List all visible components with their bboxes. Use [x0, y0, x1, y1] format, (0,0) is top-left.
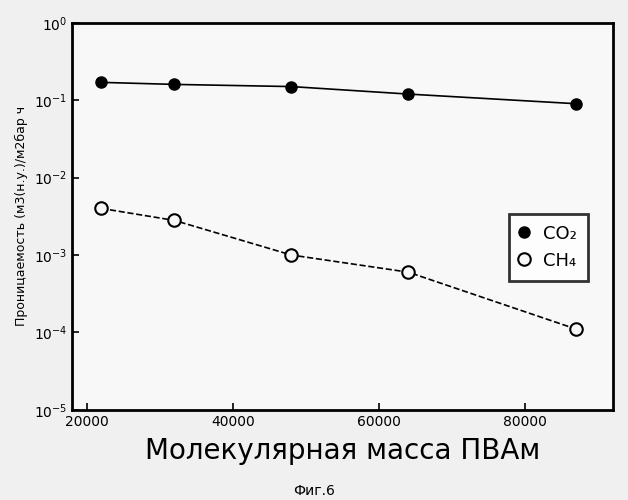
- CO₂: [573, 100, 580, 106]
- CH₄: [573, 326, 580, 332]
- CH₄: [288, 252, 295, 258]
- Text: Фиг.6: Фиг.6: [293, 484, 335, 498]
- Y-axis label: Проницаемость (м3(н.у.)/м2бар ч: Проницаемость (м3(н.у.)/м2бар ч: [15, 106, 28, 326]
- CO₂: [97, 80, 105, 86]
- Line: CH₄: CH₄: [95, 202, 583, 336]
- CH₄: [171, 218, 178, 224]
- CO₂: [171, 82, 178, 87]
- CO₂: [288, 84, 295, 89]
- CH₄: [404, 269, 412, 275]
- Legend: CO₂, CH₄: CO₂, CH₄: [509, 214, 588, 280]
- CH₄: [97, 206, 105, 212]
- CO₂: [404, 91, 412, 97]
- Line: CO₂: CO₂: [95, 77, 582, 110]
- X-axis label: Молекулярная масса ПВАм: Молекулярная масса ПВАм: [145, 437, 540, 465]
